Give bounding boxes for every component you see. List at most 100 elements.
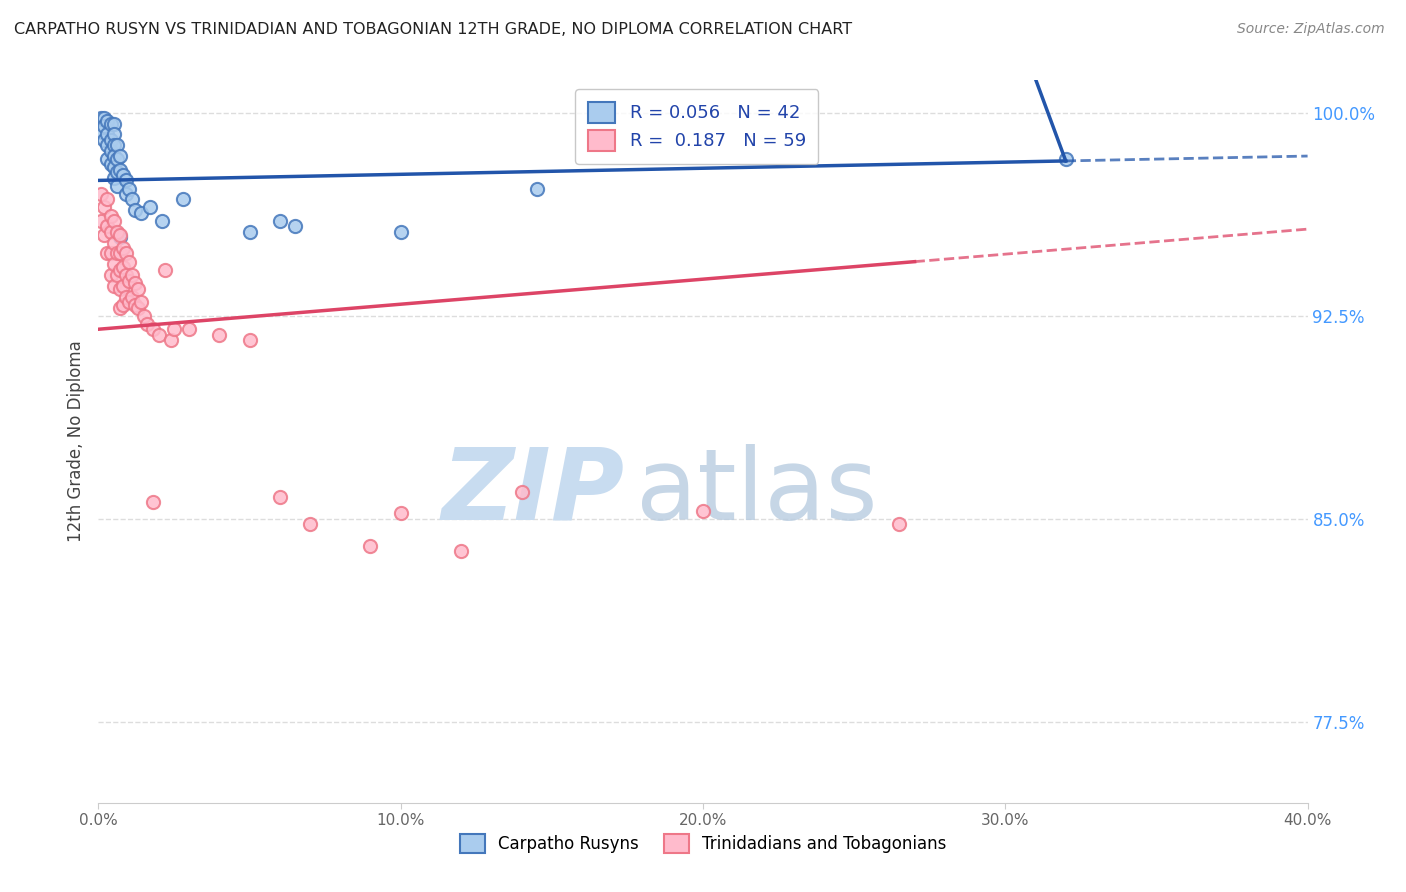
Point xyxy=(100,144,122,158)
Point xyxy=(96,128,118,142)
Point xyxy=(132,309,155,323)
Point xyxy=(124,203,146,218)
Point xyxy=(1054,152,1077,166)
Text: Source: ZipAtlas.com: Source: ZipAtlas.com xyxy=(1237,22,1385,37)
Point xyxy=(90,125,112,139)
Point xyxy=(142,495,165,509)
Point xyxy=(105,246,128,260)
Point xyxy=(108,262,131,277)
Point xyxy=(96,138,118,153)
Point xyxy=(526,181,548,195)
Text: CARPATHO RUSYN VS TRINIDADIAN AND TOBAGONIAN 12TH GRADE, NO DIPLOMA CORRELATION : CARPATHO RUSYN VS TRINIDADIAN AND TOBAGO… xyxy=(14,22,852,37)
Point xyxy=(90,186,112,201)
Point xyxy=(105,152,128,166)
Point xyxy=(103,170,125,185)
Point xyxy=(105,178,128,193)
Point xyxy=(269,490,291,504)
Point xyxy=(96,246,118,260)
Point xyxy=(889,517,911,532)
Point xyxy=(111,241,134,255)
Point xyxy=(100,117,122,131)
Point xyxy=(103,138,125,153)
Point xyxy=(96,152,118,166)
Point xyxy=(111,298,134,312)
Point xyxy=(389,225,412,239)
Point xyxy=(100,225,122,239)
Point xyxy=(100,246,122,260)
Point xyxy=(103,117,125,131)
Point xyxy=(269,214,291,228)
Point xyxy=(135,317,157,331)
Point xyxy=(103,235,125,250)
Point xyxy=(239,225,262,239)
Point xyxy=(172,192,194,206)
Point xyxy=(100,268,122,282)
Point xyxy=(90,214,112,228)
Point xyxy=(127,282,149,296)
Point xyxy=(108,230,131,244)
Point xyxy=(111,260,134,274)
Point xyxy=(121,268,143,282)
Point xyxy=(450,544,472,558)
Point xyxy=(100,133,122,147)
Point xyxy=(93,201,115,215)
Point xyxy=(118,254,141,268)
Point xyxy=(153,262,176,277)
Point xyxy=(105,225,128,239)
Point xyxy=(118,181,141,195)
Point xyxy=(93,227,115,242)
Point xyxy=(389,506,412,520)
Point xyxy=(299,517,322,532)
Point xyxy=(179,322,201,336)
Point xyxy=(105,165,128,179)
Point xyxy=(124,298,146,312)
Point xyxy=(103,257,125,271)
Point xyxy=(103,149,125,163)
Point xyxy=(160,333,183,347)
Point xyxy=(692,503,714,517)
Point xyxy=(93,111,115,125)
Point xyxy=(103,160,125,174)
Point xyxy=(163,322,186,336)
Point xyxy=(124,277,146,291)
Point xyxy=(108,162,131,177)
Point xyxy=(114,186,136,201)
Point xyxy=(127,301,149,315)
Point xyxy=(108,282,131,296)
Point xyxy=(208,327,231,342)
Point xyxy=(108,301,131,315)
Y-axis label: 12th Grade, No Diploma: 12th Grade, No Diploma xyxy=(66,341,84,542)
Point xyxy=(103,279,125,293)
Point xyxy=(142,322,165,336)
Point xyxy=(108,246,131,260)
Point xyxy=(139,201,162,215)
Point xyxy=(108,149,131,163)
Point xyxy=(239,333,262,347)
Text: atlas: atlas xyxy=(637,443,879,541)
Point xyxy=(108,227,131,242)
Point xyxy=(105,138,128,153)
Point xyxy=(93,133,115,147)
Point xyxy=(148,327,170,342)
Legend: Carpatho Rusyns, Trinidadians and Tobagonians: Carpatho Rusyns, Trinidadians and Tobago… xyxy=(453,827,953,860)
Point xyxy=(360,539,382,553)
Point xyxy=(118,273,141,287)
Point xyxy=(121,290,143,304)
Text: ZIP: ZIP xyxy=(441,443,624,541)
Point xyxy=(96,219,118,234)
Point xyxy=(100,209,122,223)
Point xyxy=(121,192,143,206)
Point xyxy=(118,295,141,310)
Point xyxy=(114,268,136,282)
Point xyxy=(114,246,136,260)
Point xyxy=(100,157,122,171)
Point xyxy=(111,279,134,293)
Point xyxy=(129,206,152,220)
Point xyxy=(96,192,118,206)
Point xyxy=(96,114,118,128)
Point xyxy=(103,128,125,142)
Point xyxy=(129,295,152,310)
Point xyxy=(284,219,307,234)
Point xyxy=(93,120,115,134)
Point xyxy=(510,484,533,499)
